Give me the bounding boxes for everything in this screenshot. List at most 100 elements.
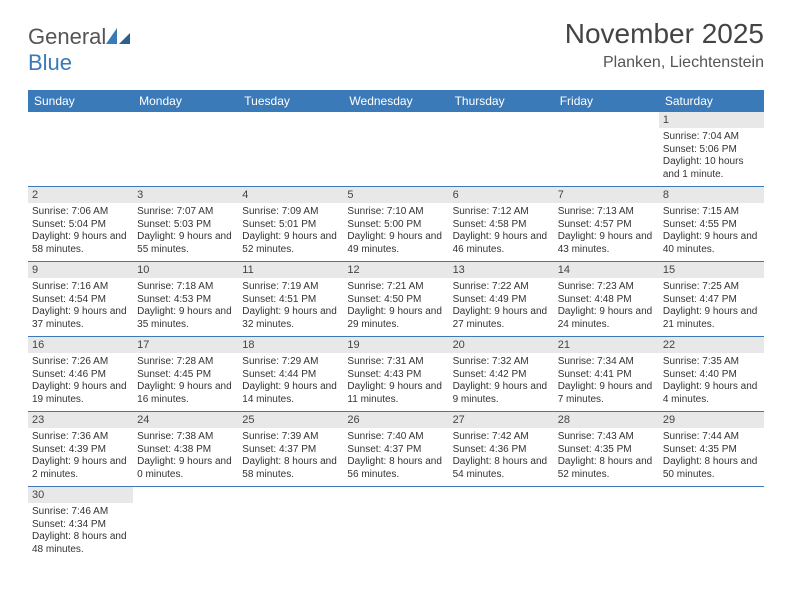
sunrise-text: Sunrise: 7:44 AM	[663, 431, 760, 444]
calendar-day-cell: 20Sunrise: 7:32 AMSunset: 4:42 PMDayligh…	[449, 337, 554, 412]
day-number: 20	[449, 337, 554, 353]
sunset-text: Sunset: 4:35 PM	[663, 444, 760, 457]
sunrise-text: Sunrise: 7:42 AM	[453, 431, 550, 444]
calendar-day-cell: 4Sunrise: 7:09 AMSunset: 5:01 PMDaylight…	[238, 187, 343, 262]
sunrise-text: Sunrise: 7:15 AM	[663, 206, 760, 219]
calendar-day-cell: 14Sunrise: 7:23 AMSunset: 4:48 PMDayligh…	[554, 262, 659, 337]
sunset-text: Sunset: 5:01 PM	[242, 219, 339, 232]
sunset-text: Sunset: 4:47 PM	[663, 294, 760, 307]
day-body: Sunrise: 7:38 AMSunset: 4:38 PMDaylight:…	[133, 428, 238, 486]
calendar-day-cell: 19Sunrise: 7:31 AMSunset: 4:43 PMDayligh…	[343, 337, 448, 412]
day-number: 27	[449, 412, 554, 428]
sunrise-text: Sunrise: 7:29 AM	[242, 356, 339, 369]
calendar-day-cell: 7Sunrise: 7:13 AMSunset: 4:57 PMDaylight…	[554, 187, 659, 262]
day-number: 12	[343, 262, 448, 278]
calendar-day-cell: 30Sunrise: 7:46 AMSunset: 4:34 PMDayligh…	[28, 487, 133, 562]
calendar-day-cell: 25Sunrise: 7:39 AMSunset: 4:37 PMDayligh…	[238, 412, 343, 487]
sunset-text: Sunset: 4:53 PM	[137, 294, 234, 307]
daylight-text: Daylight: 9 hours and 11 minutes.	[347, 381, 444, 406]
day-body: Sunrise: 7:22 AMSunset: 4:49 PMDaylight:…	[449, 278, 554, 336]
sunset-text: Sunset: 5:06 PM	[663, 144, 760, 157]
weekday-header: Sunday	[28, 90, 133, 112]
daylight-text: Daylight: 9 hours and 14 minutes.	[242, 381, 339, 406]
daylight-text: Daylight: 9 hours and 27 minutes.	[453, 306, 550, 331]
day-body: Sunrise: 7:34 AMSunset: 4:41 PMDaylight:…	[554, 353, 659, 411]
location: Planken, Liechtenstein	[565, 54, 764, 72]
calendar-day-cell: 8Sunrise: 7:15 AMSunset: 4:55 PMDaylight…	[659, 187, 764, 262]
day-number: 15	[659, 262, 764, 278]
daylight-text: Daylight: 9 hours and 24 minutes.	[558, 306, 655, 331]
calendar-day-cell	[28, 112, 133, 187]
day-body: Sunrise: 7:31 AMSunset: 4:43 PMDaylight:…	[343, 353, 448, 411]
day-number: 26	[343, 412, 448, 428]
day-body: Sunrise: 7:23 AMSunset: 4:48 PMDaylight:…	[554, 278, 659, 336]
day-number: 22	[659, 337, 764, 353]
sunset-text: Sunset: 4:46 PM	[32, 369, 129, 382]
sunset-text: Sunset: 4:41 PM	[558, 369, 655, 382]
day-body: Sunrise: 7:15 AMSunset: 4:55 PMDaylight:…	[659, 203, 764, 261]
day-body: Sunrise: 7:13 AMSunset: 4:57 PMDaylight:…	[554, 203, 659, 261]
calendar-day-cell: 12Sunrise: 7:21 AMSunset: 4:50 PMDayligh…	[343, 262, 448, 337]
calendar-day-cell: 2Sunrise: 7:06 AMSunset: 5:04 PMDaylight…	[28, 187, 133, 262]
day-body: Sunrise: 7:10 AMSunset: 5:00 PMDaylight:…	[343, 203, 448, 261]
sunrise-text: Sunrise: 7:39 AM	[242, 431, 339, 444]
weekday-header: Wednesday	[343, 90, 448, 112]
sunrise-text: Sunrise: 7:19 AM	[242, 281, 339, 294]
daylight-text: Daylight: 9 hours and 19 minutes.	[32, 381, 129, 406]
sunrise-text: Sunrise: 7:21 AM	[347, 281, 444, 294]
month-title: November 2025	[565, 18, 764, 50]
day-number: 17	[133, 337, 238, 353]
weekday-header: Tuesday	[238, 90, 343, 112]
sunset-text: Sunset: 4:50 PM	[347, 294, 444, 307]
day-number: 1	[659, 112, 764, 128]
calendar-table: Sunday Monday Tuesday Wednesday Thursday…	[28, 90, 764, 561]
daylight-text: Daylight: 9 hours and 21 minutes.	[663, 306, 760, 331]
weekday-header: Friday	[554, 90, 659, 112]
day-body: Sunrise: 7:46 AMSunset: 4:34 PMDaylight:…	[28, 503, 133, 561]
sunrise-text: Sunrise: 7:10 AM	[347, 206, 444, 219]
daylight-text: Daylight: 8 hours and 50 minutes.	[663, 456, 760, 481]
day-number: 18	[238, 337, 343, 353]
sunrise-text: Sunrise: 7:04 AM	[663, 131, 760, 144]
day-body: Sunrise: 7:19 AMSunset: 4:51 PMDaylight:…	[238, 278, 343, 336]
sunrise-text: Sunrise: 7:13 AM	[558, 206, 655, 219]
daylight-text: Daylight: 8 hours and 56 minutes.	[347, 456, 444, 481]
sunrise-text: Sunrise: 7:23 AM	[558, 281, 655, 294]
sunrise-text: Sunrise: 7:40 AM	[347, 431, 444, 444]
sunset-text: Sunset: 4:34 PM	[32, 519, 129, 532]
day-number: 2	[28, 187, 133, 203]
daylight-text: Daylight: 9 hours and 4 minutes.	[663, 381, 760, 406]
day-number: 7	[554, 187, 659, 203]
daylight-text: Daylight: 9 hours and 46 minutes.	[453, 231, 550, 256]
daylight-text: Daylight: 9 hours and 40 minutes.	[663, 231, 760, 256]
calendar-day-cell: 3Sunrise: 7:07 AMSunset: 5:03 PMDaylight…	[133, 187, 238, 262]
daylight-text: Daylight: 8 hours and 54 minutes.	[453, 456, 550, 481]
calendar-day-cell	[343, 112, 448, 187]
day-number: 19	[343, 337, 448, 353]
daylight-text: Daylight: 9 hours and 35 minutes.	[137, 306, 234, 331]
calendar-day-cell: 13Sunrise: 7:22 AMSunset: 4:49 PMDayligh…	[449, 262, 554, 337]
calendar-day-cell	[449, 112, 554, 187]
daylight-text: Daylight: 9 hours and 52 minutes.	[242, 231, 339, 256]
calendar-day-cell	[238, 487, 343, 562]
day-body: Sunrise: 7:32 AMSunset: 4:42 PMDaylight:…	[449, 353, 554, 411]
day-body: Sunrise: 7:26 AMSunset: 4:46 PMDaylight:…	[28, 353, 133, 411]
sunrise-text: Sunrise: 7:38 AM	[137, 431, 234, 444]
sunrise-text: Sunrise: 7:36 AM	[32, 431, 129, 444]
calendar-day-cell: 5Sunrise: 7:10 AMSunset: 5:00 PMDaylight…	[343, 187, 448, 262]
calendar-day-cell: 1Sunrise: 7:04 AMSunset: 5:06 PMDaylight…	[659, 112, 764, 187]
day-body: Sunrise: 7:43 AMSunset: 4:35 PMDaylight:…	[554, 428, 659, 486]
day-body: Sunrise: 7:07 AMSunset: 5:03 PMDaylight:…	[133, 203, 238, 261]
calendar-body: 1 Sunrise: 7:04 AMSunset: 5:06 PM Daylight…	[28, 112, 764, 561]
daylight-text: Daylight: 9 hours and 49 minutes.	[347, 231, 444, 256]
calendar-week-row: 1Sunrise: 7:04 AMSunset: 5:06 PMDaylight…	[28, 112, 764, 187]
daylight-text: Daylight: 9 hours and 32 minutes.	[242, 306, 339, 331]
day-number: 8	[659, 187, 764, 203]
sunrise-text: Sunrise: 7:31 AM	[347, 356, 444, 369]
daylight-text: Daylight: 9 hours and 37 minutes.	[32, 306, 129, 331]
calendar-header-row: Sunday Monday Tuesday Wednesday Thursday…	[28, 90, 764, 112]
sunset-text: Sunset: 4:37 PM	[347, 444, 444, 457]
calendar-day-cell: 9Sunrise: 7:16 AMSunset: 4:54 PMDaylight…	[28, 262, 133, 337]
sunrise-text: Sunrise: 7:25 AM	[663, 281, 760, 294]
sunset-text: Sunset: 4:42 PM	[453, 369, 550, 382]
